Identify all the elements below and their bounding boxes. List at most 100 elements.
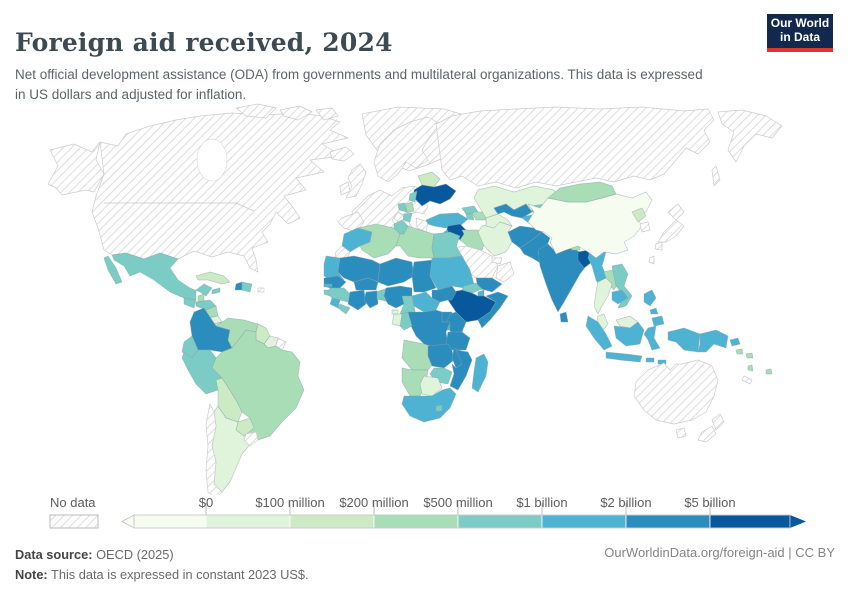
country-japan-honshu[interactable] (657, 219, 685, 243)
country-eritrea[interactable] (461, 282, 483, 294)
country-vanuatu[interactable] (747, 364, 754, 372)
country-mozambique[interactable] (449, 349, 473, 391)
country-sri-lanka[interactable] (559, 311, 569, 323)
country-new-caledonia[interactable] (741, 375, 753, 385)
country-tasmania[interactable] (675, 427, 687, 439)
country-mexico-baja[interactable] (103, 255, 123, 285)
legend-segment[interactable] (541, 514, 627, 529)
country-indonesia-kalimantan[interactable] (613, 321, 645, 347)
country-new-zealand-south[interactable] (697, 425, 717, 443)
country-taiwan[interactable] (648, 255, 655, 265)
country-arctic-island[interactable] (279, 105, 313, 121)
legend-no-data-swatch[interactable] (49, 514, 99, 529)
footer-link[interactable]: OurWorldinData.org/foreign-aid | CC BY (604, 545, 835, 560)
country-albania[interactable] (402, 212, 413, 223)
country-solomon-islands[interactable] (745, 352, 754, 359)
country-uae[interactable] (491, 257, 503, 265)
country-indonesia-sumatra[interactable] (585, 315, 613, 351)
country-australia[interactable] (633, 359, 719, 425)
country-iceland[interactable] (329, 146, 355, 162)
country-north-korea[interactable] (631, 207, 647, 223)
country-madagascar[interactable] (471, 353, 489, 393)
country-cote-divoire[interactable] (347, 289, 367, 311)
country-united-kingdom[interactable] (345, 163, 367, 199)
country-armenia[interactable] (465, 212, 475, 221)
country-papua-new-guinea[interactable] (697, 329, 729, 353)
country-uzbekistan[interactable] (493, 203, 533, 219)
country-mongolia[interactable] (547, 181, 617, 203)
country-dominican-republic[interactable] (241, 281, 253, 293)
country-uruguay[interactable] (243, 431, 259, 447)
country-gambia[interactable] (323, 283, 333, 288)
country-chile[interactable] (205, 403, 223, 495)
country-new-britain[interactable] (729, 337, 741, 347)
country-guatemala[interactable] (183, 297, 197, 309)
country-mexico[interactable] (111, 252, 213, 301)
legend-segment[interactable] (289, 514, 375, 529)
country-somalia[interactable] (477, 291, 509, 329)
country-jamaica[interactable] (211, 287, 221, 295)
country-guinea[interactable] (327, 287, 351, 303)
country-philippines-luzon[interactable] (643, 289, 657, 307)
legend-segment[interactable] (625, 514, 711, 529)
country-south-korea[interactable] (639, 221, 651, 233)
country-zambia[interactable] (427, 343, 455, 369)
country-south-sudan[interactable] (431, 285, 457, 303)
country-south-africa[interactable] (401, 387, 457, 423)
country-alaska[interactable] (47, 141, 105, 196)
country-japan-hokkaido[interactable] (667, 203, 685, 221)
country-equatorial-guinea[interactable] (391, 309, 399, 315)
country-belarus[interactable] (417, 171, 441, 188)
country-cambodia[interactable] (611, 289, 629, 305)
country-bosnia[interactable] (397, 202, 408, 213)
legend-segment[interactable] (709, 514, 791, 529)
country-moldova[interactable] (408, 190, 418, 203)
country-arctic-island[interactable] (235, 103, 277, 119)
country-puerto-rico[interactable] (257, 287, 265, 293)
country-indonesia-sulawesi[interactable] (643, 325, 661, 351)
country-thailand[interactable] (593, 277, 613, 315)
country-oman[interactable] (495, 261, 515, 283)
country-central-african-republic[interactable] (411, 291, 441, 313)
country-arctic-island[interactable] (315, 107, 339, 121)
country-cuba[interactable] (195, 271, 231, 285)
country-haiti[interactable] (234, 281, 243, 291)
country-gabon[interactable] (391, 313, 403, 327)
country-angola[interactable] (401, 339, 437, 371)
legend-segment[interactable] (373, 514, 459, 529)
country-philippines-mindanao[interactable] (651, 315, 665, 327)
country-lesotho[interactable] (435, 404, 443, 412)
country-djibouti[interactable] (477, 289, 485, 297)
country-indonesia-lesser-sunda[interactable] (645, 357, 655, 363)
owid-logo[interactable]: Our World in Data (767, 14, 833, 52)
legend-segment[interactable] (457, 514, 543, 529)
country-scandinavia[interactable] (373, 116, 441, 183)
country-mali[interactable] (337, 255, 381, 283)
country-algeria[interactable] (357, 223, 401, 259)
country-fiji[interactable] (765, 368, 773, 375)
country-turkmenistan[interactable] (485, 213, 513, 229)
legend-segment[interactable] (133, 514, 207, 529)
country-japan-kyushu[interactable] (654, 241, 663, 251)
country-libya[interactable] (395, 225, 435, 259)
country-drc[interactable] (407, 309, 451, 349)
country-indonesia-java[interactable] (605, 351, 643, 363)
country-philippines-visayas[interactable] (649, 307, 659, 315)
country-indonesia-papua[interactable] (667, 327, 701, 353)
legend-segment[interactable] (205, 514, 291, 529)
legend-arrow-left[interactable] (121, 514, 135, 529)
country-ukraine[interactable] (413, 183, 457, 207)
country-russia-northeast[interactable] (717, 109, 783, 163)
country-sakhalin[interactable] (711, 165, 721, 187)
country-canada-usa[interactable] (91, 112, 349, 273)
legend-arrow-right[interactable] (790, 515, 806, 528)
country-solomon-islands[interactable] (735, 348, 744, 355)
country-liberia[interactable] (337, 303, 351, 315)
country-togo[interactable] (376, 289, 383, 301)
country-new-zealand-north[interactable] (711, 413, 725, 431)
country-niger[interactable] (377, 257, 415, 287)
country-ghana[interactable] (363, 290, 379, 309)
country-russia[interactable] (435, 106, 715, 189)
country-egypt[interactable] (431, 231, 463, 259)
country-burkina-faso[interactable] (353, 277, 379, 291)
